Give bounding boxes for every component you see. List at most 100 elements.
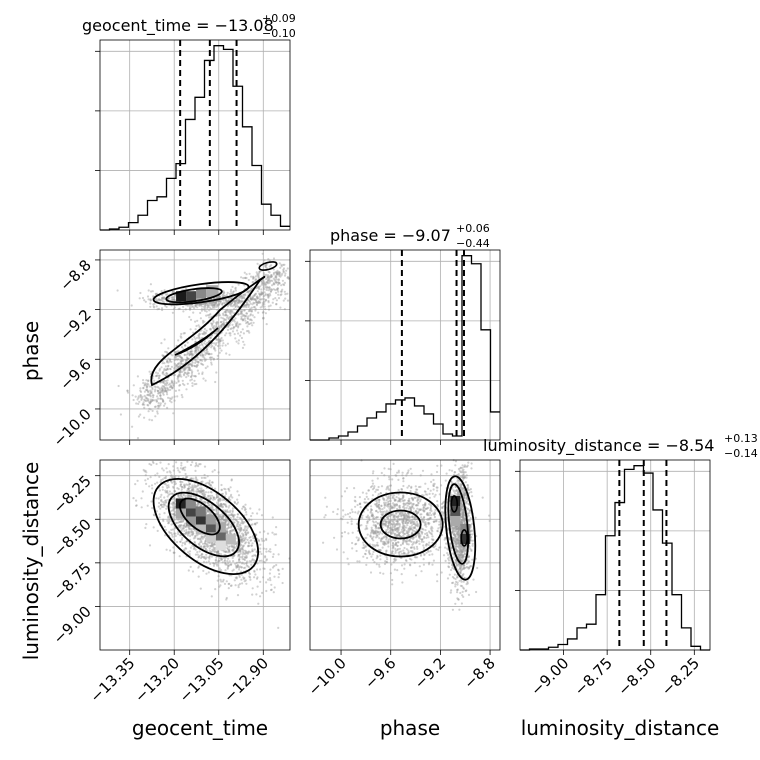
sample-point [265,263,268,267]
sample-point [245,510,248,514]
sample-point [258,508,261,511]
sample-point [212,326,215,329]
sample-point [255,299,258,302]
sample-point [174,366,177,369]
sample-point [236,516,239,519]
sample-point [141,490,144,493]
sample-point [167,364,170,367]
sample-point [245,533,248,537]
sample-point [271,284,274,287]
sample-point [243,317,246,320]
sample-point [159,394,162,397]
sample-point [201,542,205,545]
sample-point [374,520,378,524]
sample-point [189,362,192,365]
sample-point [205,561,208,564]
sample-point [203,330,206,333]
sample-point [252,277,255,280]
sample-point [176,467,179,470]
sample-point [277,290,280,293]
sample-point [178,354,181,357]
sample-point [165,548,168,551]
sample-point [279,294,282,297]
sample-point [234,337,237,340]
sample-point [259,543,262,546]
sample-point [172,383,175,386]
sample-point [438,520,441,523]
histogram-step-geocent-time [100,45,290,231]
sample-point [272,298,275,301]
sample-point [211,494,214,497]
sample-point [391,478,394,481]
sample-point [207,491,210,494]
sample-point [203,356,206,359]
sample-point [231,323,234,326]
sample-point [230,563,233,566]
sample-point [241,319,244,322]
sample-point [216,331,219,334]
sample-point [192,331,195,334]
sample-point [241,328,244,331]
sample-point [176,377,179,380]
sample-point [237,555,240,558]
sample-point [282,268,285,271]
sample-point [417,485,421,489]
sample-point [177,366,180,369]
sample-point [247,531,250,534]
sample-point [253,316,256,319]
sample-point [219,497,222,500]
sample-point [422,506,425,509]
sample-point [166,386,169,389]
sample-point [188,550,192,553]
sample-point [178,375,181,378]
sample-point [225,518,228,522]
sample-point [251,303,254,306]
sample-point [205,544,208,547]
sample-point [255,271,258,274]
sample-point [188,315,191,319]
sample-point [157,377,160,380]
sample-point [207,556,210,559]
sample-point [440,484,443,487]
sample-point [145,379,148,382]
sample-point [250,518,253,522]
sample-point [156,529,159,533]
sample-point [186,371,189,374]
sample-point [164,387,167,390]
sample-point [165,382,168,385]
sample-point [163,525,166,528]
sample-point [196,551,199,554]
sample-point [377,485,380,489]
sample-point [241,537,244,540]
sample-point [245,315,248,318]
sample-point [179,359,182,362]
sample-point [225,352,228,355]
sample-point [236,513,239,516]
sample-point [159,402,162,405]
sample-point [358,560,361,563]
sample-point [409,522,412,525]
sample-point [166,367,169,370]
sample-point [245,303,248,306]
sample-point [249,313,252,316]
sample-point [250,298,253,301]
sample-point [265,286,268,289]
sample-point [207,352,210,355]
sample-point [233,312,236,315]
sample-point [170,360,173,363]
sample-point [216,338,219,341]
sample-point [185,483,188,486]
sample-point [145,399,148,403]
sample-point [155,371,158,374]
sample-point [276,287,279,290]
sample-point [190,375,193,378]
sample-point [196,369,199,372]
sample-point [263,567,266,570]
sample-point [207,560,210,563]
sample-point [255,278,258,281]
sample-point [275,281,278,284]
sample-point [189,565,192,569]
sample-point [220,336,223,340]
sample-point [217,328,221,331]
sample-point [286,276,289,279]
